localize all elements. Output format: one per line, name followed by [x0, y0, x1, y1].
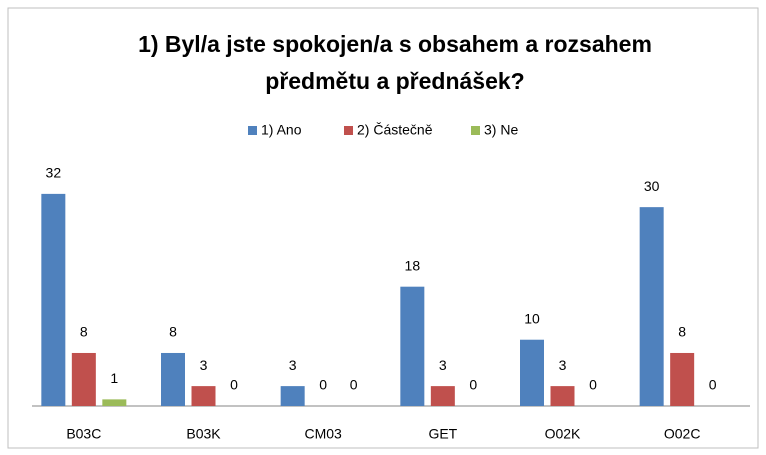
bar	[280, 386, 305, 406]
bar	[41, 193, 66, 406]
data-label: 32	[46, 165, 62, 181]
bar	[191, 386, 216, 406]
data-label: 8	[678, 324, 686, 340]
bar	[161, 352, 185, 406]
x-tick-label: B03K	[186, 426, 221, 442]
x-tick-label: B03C	[66, 426, 101, 442]
x-tick-label: O02K	[545, 426, 581, 442]
data-label: 8	[169, 324, 177, 340]
bar	[520, 339, 544, 406]
bar	[639, 207, 664, 406]
data-label: 3	[289, 357, 297, 373]
legend-label: 2) Částečně	[357, 122, 433, 138]
legend-label: 1) Ano	[261, 122, 302, 138]
legend-swatch	[344, 126, 353, 135]
bar	[400, 286, 425, 406]
x-tick-label: O02C	[664, 426, 701, 442]
bar	[670, 352, 695, 406]
bar	[550, 386, 575, 406]
data-label: 3	[559, 357, 567, 373]
data-label: 0	[469, 377, 477, 393]
legend-label: 3) Ne	[484, 122, 518, 138]
bar	[102, 399, 127, 406]
chart-subtitle: předmětu a přednášek?	[265, 68, 524, 94]
data-label: 0	[589, 377, 597, 393]
data-label: 0	[709, 377, 717, 393]
data-label: 1	[110, 370, 118, 386]
legend-swatch	[471, 126, 480, 135]
data-label: 0	[350, 377, 358, 393]
x-tick-label: CM03	[304, 426, 342, 442]
x-tick-label: GET	[428, 426, 457, 442]
data-label: 3	[439, 357, 447, 373]
data-label: 10	[524, 310, 540, 326]
chart-title: 1) Byl/a jste spokojen/a s obsahem a roz…	[138, 31, 652, 57]
data-label: 0	[319, 377, 327, 393]
legend-swatch	[248, 126, 257, 135]
data-label: 8	[80, 324, 88, 340]
bar	[71, 352, 96, 406]
data-label: 0	[230, 377, 238, 393]
data-label: 3	[200, 357, 208, 373]
chart-frame	[7, 7, 759, 449]
data-label: 18	[405, 257, 421, 273]
bar	[430, 386, 455, 406]
data-label: 30	[644, 178, 660, 194]
